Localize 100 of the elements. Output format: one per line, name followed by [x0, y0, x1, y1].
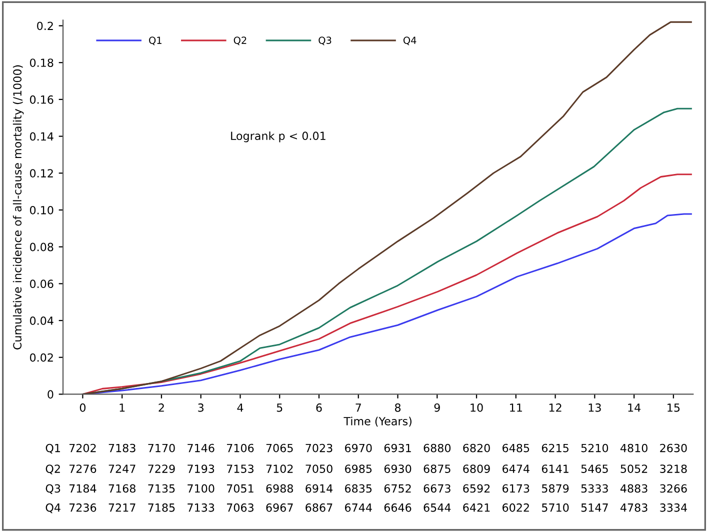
text: 3218: [660, 464, 687, 473]
text: 6474: [502, 464, 530, 473]
text: Q4: [46, 503, 60, 514]
text: 2630: [660, 444, 687, 452]
annotation: Logrank p < 0.01: [231, 131, 326, 142]
y-tick-label: 0.18: [30, 58, 54, 67]
text: 6752: [384, 484, 411, 493]
x-tick-label: 8: [394, 403, 401, 412]
y-axis-title: Cumulative incidence of all-cause mortality (/1000): [12, 65, 24, 350]
text: 6967: [266, 503, 293, 512]
text: 5333: [581, 484, 608, 493]
text: 7051: [227, 484, 254, 493]
legend-label: Q1: [149, 36, 162, 46]
text: 4810: [620, 444, 648, 452]
legend-label: Q3: [318, 36, 332, 46]
text: 7106: [227, 444, 254, 452]
text: Q3: [46, 484, 60, 494]
text: 7168: [108, 484, 136, 493]
x-tick-label: 2: [158, 403, 164, 412]
text: 7133: [188, 503, 214, 512]
text: 5052: [620, 464, 648, 473]
x-tick-label: 6: [316, 403, 322, 412]
x-tick-label: 12: [549, 403, 562, 412]
x-tick-label: 5: [276, 404, 282, 412]
text: 7183: [108, 444, 136, 452]
text: 7135: [148, 484, 175, 493]
x-tick-label: 10: [470, 403, 483, 412]
text: 4783: [620, 503, 648, 512]
line-series: [82, 21, 692, 394]
text: 6867: [306, 503, 332, 512]
x-axis-title: Time (Years): [344, 416, 412, 427]
line-series: [82, 174, 692, 394]
legend-label: Q2: [234, 36, 246, 46]
text: 6592: [463, 484, 490, 493]
text: 6970: [345, 444, 372, 452]
text: 5210: [581, 444, 608, 452]
text: 6421: [463, 503, 490, 512]
text: 5879: [542, 484, 569, 493]
text: 7146: [188, 444, 214, 452]
text: 7247: [108, 464, 136, 473]
x-tick-label: 14: [628, 404, 641, 412]
text: 6875: [424, 464, 450, 473]
text: 7236: [69, 503, 96, 512]
y-tick-label: 0.10: [30, 206, 54, 214]
y-tick-label: 0.04: [30, 316, 54, 325]
x-tick-label: 3: [198, 403, 204, 412]
text: 7050: [306, 464, 332, 473]
x-tick-label: 13: [588, 403, 601, 412]
y-tick-label: 0.14: [30, 132, 54, 141]
text: 5465: [581, 464, 608, 473]
text: 6820: [463, 444, 490, 452]
text: 6215: [542, 444, 568, 452]
x-tick-label: 1: [120, 404, 125, 412]
text: Q1: [46, 444, 60, 454]
text: 6880: [424, 444, 451, 452]
y-tick-label: 0.06: [30, 280, 54, 288]
text: 7065: [266, 444, 293, 452]
y-tick-label: 0.16: [30, 95, 54, 104]
text: 7229: [148, 464, 175, 473]
text: 6914: [306, 484, 333, 493]
text: 6931: [384, 444, 411, 452]
legend-label: Q4: [403, 36, 416, 46]
text: 6646: [384, 503, 412, 512]
text: 7153: [227, 464, 254, 473]
text: 6835: [345, 484, 372, 493]
y-tick-label: 0: [48, 390, 54, 399]
y-tick-label: 0.08: [30, 242, 54, 252]
x-tick-label: 9: [434, 403, 440, 412]
text: 6173: [502, 484, 530, 493]
text: 6022: [502, 503, 529, 512]
x-tick-label: 7: [356, 404, 361, 412]
text: 3266: [660, 484, 687, 493]
text: 6673: [424, 484, 450, 493]
text: 7100: [188, 484, 214, 493]
text: 7185: [148, 503, 175, 512]
text: 7063: [227, 503, 254, 512]
text: 5710: [542, 503, 569, 512]
text: 4883: [620, 484, 648, 493]
text: 3334: [660, 503, 687, 512]
text: 7202: [69, 444, 96, 452]
text: 6544: [424, 503, 451, 512]
text: 7193: [188, 464, 214, 473]
text: 7184: [69, 484, 96, 493]
text: 6744: [345, 503, 372, 512]
text: Q2: [46, 464, 60, 474]
text: 7023: [306, 444, 332, 452]
text: 6985: [345, 464, 372, 473]
text: 5147: [581, 504, 608, 512]
y-tick-label: 0.02: [30, 353, 53, 362]
x-tick-label: 0: [80, 403, 86, 412]
text: 7102: [266, 464, 293, 473]
text: 6930: [384, 464, 412, 473]
x-tick-label: 4: [237, 404, 244, 412]
text: 6141: [542, 464, 568, 473]
text: 7276: [69, 464, 96, 473]
x-tick-label: 11: [510, 404, 522, 412]
y-tick-label: 0.12: [30, 169, 53, 178]
text: 6809: [463, 464, 490, 473]
text: 7170: [148, 444, 175, 452]
text: 6485: [502, 444, 530, 452]
